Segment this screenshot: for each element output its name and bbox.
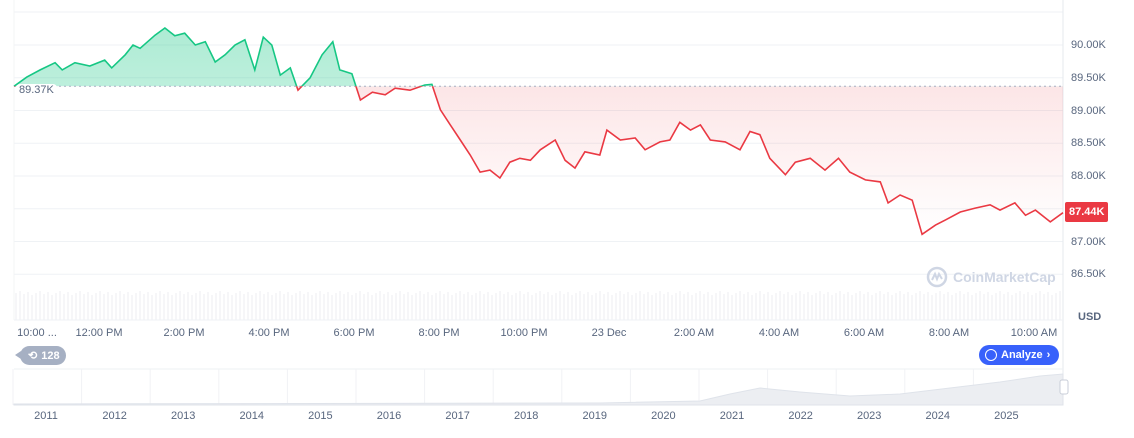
y-tick-label: 90.00K — [1071, 39, 1106, 51]
navigator-year-label: 2014 — [239, 410, 265, 422]
navigator-year-label: 2019 — [582, 410, 608, 422]
x-tick-label: 2:00 PM — [163, 327, 205, 339]
y-tick-label: 88.00K — [1071, 170, 1106, 182]
x-tick-label: 4:00 PM — [248, 327, 290, 339]
x-tick-label: 2:00 AM — [673, 327, 715, 339]
analyze-button[interactable]: Analyze › — [979, 345, 1060, 365]
navigator-year-label: 2016 — [376, 410, 402, 422]
area-above-baseline — [14, 28, 433, 87]
price-line-down — [13, 86, 1064, 236]
x-tick-label: 12:00 PM — [75, 327, 123, 339]
navigator-year-label: 2015 — [308, 410, 333, 422]
y-tick-label: 88.50K — [1071, 137, 1106, 150]
navigator-handle — [1059, 379, 1069, 395]
navigator-year-label: 2011 — [34, 410, 58, 422]
watermark-text: CoinMarketCap — [953, 269, 1056, 285]
navigator-area — [13, 373, 1064, 406]
x-tick-label: 10:00 ... — [17, 327, 57, 339]
x-tick-label: 6:00 AM — [843, 327, 885, 339]
x-tick-label: 8:00 PM — [418, 327, 460, 339]
history-count: 128 — [41, 349, 60, 362]
x-tick-label: 10:00 PM — [500, 327, 548, 339]
y-tick-label: 89.50K — [1071, 71, 1106, 84]
navigator-year-label: 2025 — [994, 410, 1019, 422]
area-below-baseline — [14, 86, 1064, 235]
y-tick-label: 89.00K — [1071, 104, 1106, 117]
analyze-icon — [985, 349, 997, 361]
chevron-right-icon: › — [1046, 349, 1051, 361]
x-tick-label: 8:00 AM — [928, 327, 970, 339]
x-tick-label: 23 Dec — [591, 327, 627, 339]
x-tick-label: 6:00 PM — [333, 327, 375, 339]
y-tick-label: 86.50K — [1071, 268, 1106, 281]
navigator-year-label: 2012 — [102, 410, 127, 422]
navigator-year-label: 2022 — [788, 410, 813, 422]
x-tick-label: 10:00 AM — [1010, 327, 1058, 339]
navigator-year-label: 2024 — [925, 410, 951, 422]
navigator-year-label: 2021 — [719, 410, 745, 422]
history-icon: ⟲ — [28, 350, 38, 362]
baseline-price-label: 89.37K — [16, 84, 57, 96]
currency-label: USD — [1078, 311, 1102, 323]
navigator-year-label: 2013 — [170, 410, 196, 422]
history-button[interactable]: ⟲ 128 — [15, 346, 66, 365]
navigator-year-label: 2023 — [856, 410, 882, 422]
coinmarketcap-logo-icon — [926, 266, 948, 288]
watermark: CoinMarketCap — [926, 266, 1056, 288]
navigator-year-label: 2018 — [513, 410, 539, 422]
analyze-label: Analyze — [1001, 349, 1043, 361]
price-line-up — [13, 26, 434, 87]
navigator-year-label: 2020 — [651, 410, 676, 422]
navigator-year-label: 2017 — [445, 410, 470, 422]
current-price-tag: 87.44K — [1065, 202, 1109, 222]
y-tick-label: 87.00K — [1071, 235, 1106, 248]
x-tick-label: 4:00 AM — [758, 327, 800, 339]
